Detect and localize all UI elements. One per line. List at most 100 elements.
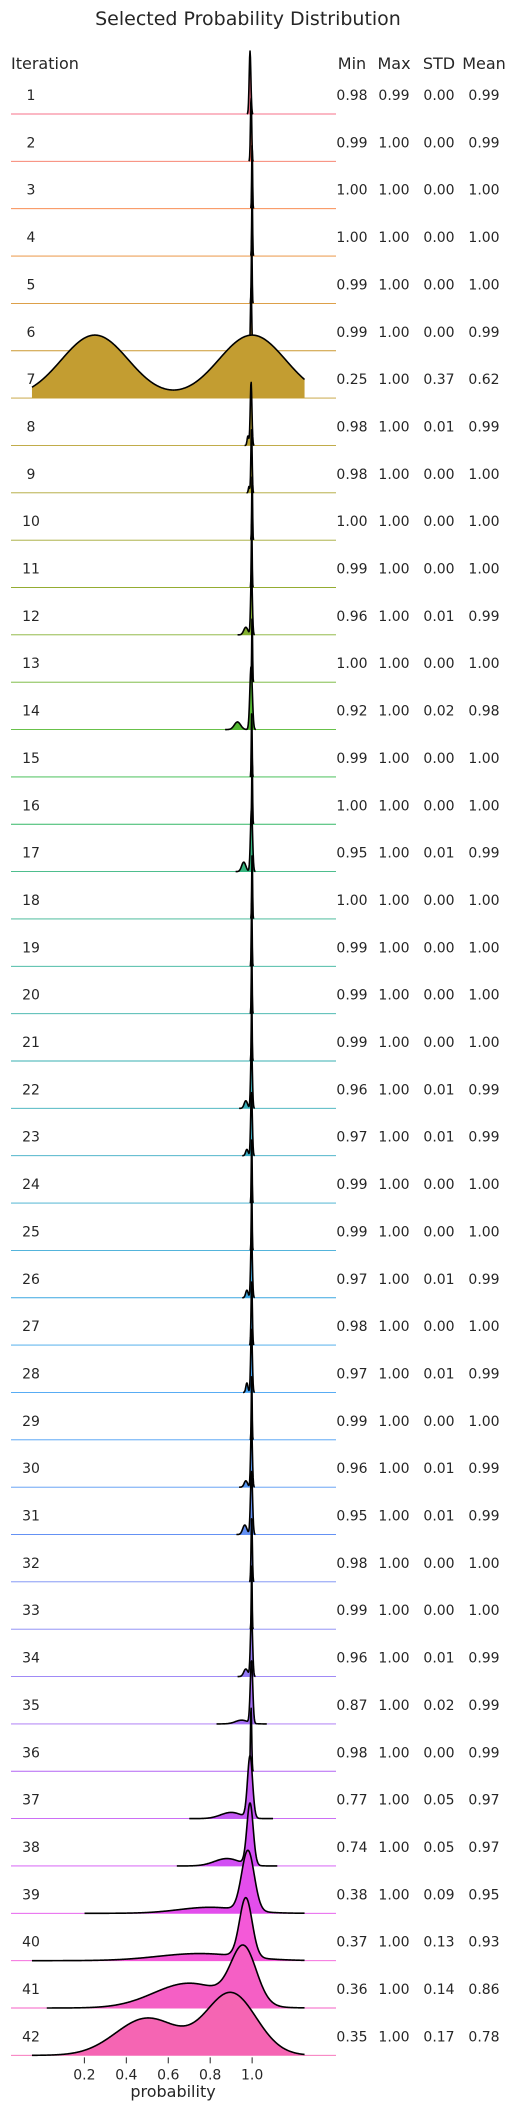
iteration-label: 34	[22, 1651, 40, 1667]
stat-mean: 0.86	[468, 1982, 499, 1998]
stat-std: 0.00	[423, 325, 454, 341]
ridge-outline	[31, 334, 306, 391]
ridge-row: 13 1.00 1.00 0.00 1.00	[11, 618, 500, 683]
x-tick-label: 1.0	[241, 2067, 263, 2083]
iteration-label: 10	[22, 514, 40, 530]
stat-mean: 0.99	[468, 1698, 499, 1714]
iteration-label: 42	[22, 2029, 40, 2045]
stat-std: 0.13	[423, 1935, 454, 1951]
iteration-label: 38	[22, 1840, 40, 1856]
stat-max: 1.00	[378, 230, 409, 246]
ridge-outline	[248, 1281, 255, 1346]
stat-mean: 1.00	[468, 467, 499, 483]
iteration-label: 22	[22, 1082, 40, 1098]
ridges-group: 1 0.98 0.99 0.00 0.992 0.99 1.00 0.00 0.993 1.00 1…	[11, 50, 500, 2057]
stat-min: 0.97	[336, 1130, 367, 1146]
ridge-row: 15 0.99 1.00 0.00 1.00	[11, 713, 500, 778]
stat-std: 0.00	[423, 1556, 454, 1572]
stat-mean: 1.00	[468, 1603, 499, 1619]
iteration-label: 24	[22, 1177, 40, 1193]
ridge-outline	[238, 1423, 256, 1488]
stat-max: 1.00	[378, 609, 409, 625]
stat-std: 0.00	[423, 88, 454, 104]
ridge-outline	[238, 1044, 256, 1110]
ridge-row: 6 0.99 1.00 0.00 0.99	[11, 286, 500, 352]
stat-mean: 1.00	[468, 1177, 499, 1193]
ridge-fill	[84, 1850, 305, 1914]
ridge-row: 24 0.99 1.00 0.00 1.00	[11, 1139, 500, 1204]
stat-max: 1.00	[378, 1982, 409, 1998]
ridge-outline	[237, 1612, 256, 1678]
ridge-row: 5 0.99 1.00 0.00 1.00	[11, 239, 500, 304]
stat-max: 1.00	[378, 1461, 409, 1477]
stat-mean: 1.00	[468, 940, 499, 956]
stat-mean: 0.99	[468, 1461, 499, 1477]
iteration-label: 37	[22, 1793, 40, 1809]
stat-max: 1.00	[378, 325, 409, 341]
stat-std: 0.00	[423, 893, 454, 909]
ridge-outline	[46, 1944, 305, 2009]
x-axis-label: probability	[130, 2082, 215, 2101]
stat-max: 1.00	[378, 893, 409, 909]
stat-max: 1.00	[378, 2029, 409, 2045]
ridge-row: 26 0.97 1.00 0.01 0.99	[11, 1233, 500, 1299]
iteration-label: 17	[22, 846, 40, 862]
iteration-label: 20	[22, 988, 40, 1004]
ridge-row: 18 1.00 1.00 0.00 1.00	[11, 855, 500, 920]
stat-min: 0.96	[336, 1651, 367, 1667]
stat-min: 0.99	[336, 751, 367, 767]
stat-mean: 0.78	[468, 2029, 499, 2045]
iteration-label: 2	[27, 135, 36, 151]
stat-std: 0.00	[423, 1414, 454, 1430]
ridge-outline	[235, 807, 256, 873]
ridge-outline	[176, 1802, 278, 1867]
stat-min: 0.99	[336, 1224, 367, 1240]
stat-mean: 0.99	[468, 1366, 499, 1382]
iteration-label: 11	[22, 562, 40, 578]
stat-mean: 1.00	[468, 1319, 499, 1335]
chart-title: Selected Probability Distribution	[95, 8, 401, 30]
stat-max: 1.00	[378, 988, 409, 1004]
stat-mean: 1.00	[468, 1035, 499, 1051]
ridge-row: 2 0.99 1.00 0.00 0.99	[11, 97, 500, 162]
ridge-row: 1 0.98 0.99 0.00 0.99	[11, 50, 500, 115]
stat-max: 1.00	[378, 1793, 409, 1809]
stat-min: 0.99	[336, 325, 367, 341]
stat-max: 1.00	[378, 1366, 409, 1382]
ridge-outline	[244, 381, 255, 447]
ridge-fill	[246, 51, 254, 114]
ridge-row: 32 0.98 1.00 0.00 1.00	[11, 1518, 500, 1583]
iteration-label: 19	[22, 940, 40, 956]
stat-min: 1.00	[336, 183, 367, 199]
stat-std: 0.00	[423, 514, 454, 530]
ridge-outline	[248, 1518, 255, 1583]
ridge-row: 27 0.98 1.00 0.00 1.00	[11, 1281, 500, 1346]
iteration-label: 1	[27, 88, 36, 104]
stat-max: 1.00	[378, 372, 409, 388]
stat-mean: 1.00	[468, 230, 499, 246]
stat-min: 0.98	[336, 419, 367, 435]
stat-std: 0.01	[423, 1509, 454, 1525]
iteration-label: 31	[22, 1509, 40, 1525]
ridge-outline	[237, 571, 256, 636]
stat-mean: 0.99	[468, 1272, 499, 1288]
stat-std: 0.00	[423, 183, 454, 199]
ridge-row: 12 0.96 1.00 0.01 0.99	[11, 571, 500, 636]
stat-min: 0.97	[336, 1272, 367, 1288]
stat-std: 0.02	[423, 704, 454, 720]
stat-std: 0.00	[423, 135, 454, 151]
ridge-row: 40 0.37 1.00 0.13 0.93	[11, 1896, 500, 1962]
stat-max: 1.00	[378, 467, 409, 483]
iteration-label: 25	[22, 1224, 40, 1240]
stat-max: 1.00	[378, 1035, 409, 1051]
stat-mean: 1.00	[468, 514, 499, 530]
stat-max: 1.00	[378, 1509, 409, 1525]
stat-min: 0.99	[336, 1177, 367, 1193]
stat-max: 1.00	[378, 1935, 409, 1951]
stat-mean: 1.00	[468, 562, 499, 578]
stat-min: 1.00	[336, 893, 367, 909]
ridge-fill	[31, 1992, 305, 2056]
ridge-row: 9 0.98 1.00 0.00 1.00	[11, 429, 500, 494]
stat-std: 0.00	[423, 467, 454, 483]
stat-mean: 0.99	[468, 846, 499, 862]
